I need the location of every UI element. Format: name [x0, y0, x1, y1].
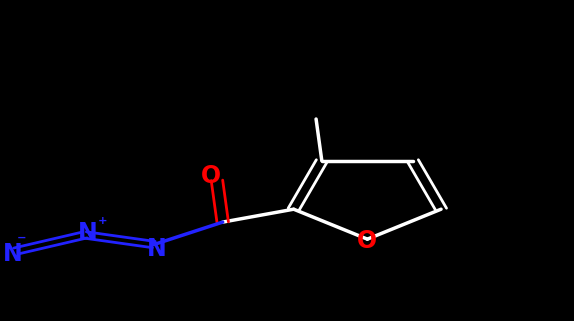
Text: ⁺: ⁺ [98, 216, 107, 234]
Text: O: O [357, 229, 378, 253]
Text: ⁻: ⁻ [17, 232, 26, 250]
Text: N: N [147, 238, 166, 261]
Text: N: N [3, 242, 23, 266]
Text: N: N [78, 221, 98, 245]
Text: O: O [201, 164, 222, 187]
